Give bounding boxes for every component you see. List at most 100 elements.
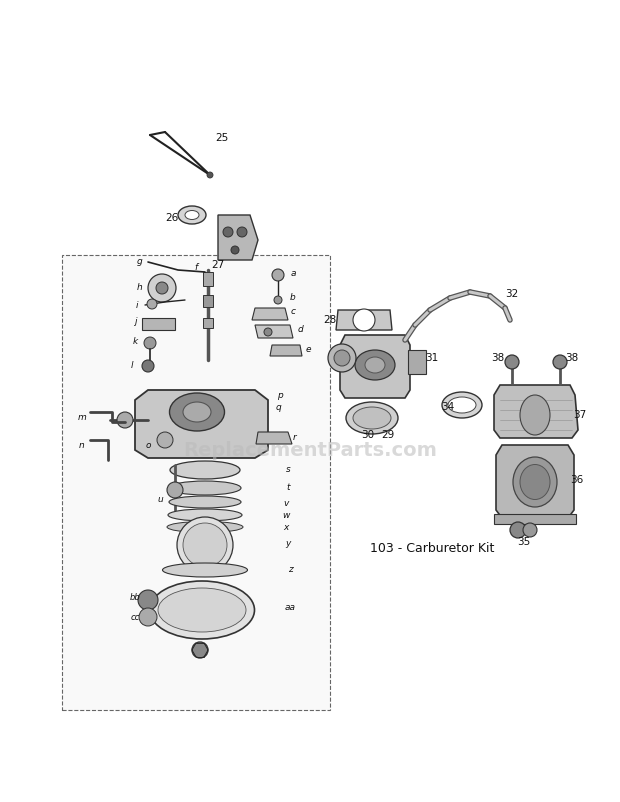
Circle shape [183, 523, 227, 567]
Polygon shape [270, 345, 302, 356]
Text: 103 - Carburetor Kit: 103 - Carburetor Kit [370, 541, 494, 554]
Circle shape [207, 172, 213, 178]
Circle shape [138, 590, 158, 610]
Text: x: x [283, 524, 289, 533]
Circle shape [139, 608, 157, 626]
Text: k: k [133, 338, 138, 346]
Ellipse shape [178, 206, 206, 224]
Polygon shape [496, 445, 574, 518]
Circle shape [231, 246, 239, 254]
Circle shape [353, 309, 375, 331]
Text: u: u [157, 496, 163, 504]
Bar [62, 255, 330, 710]
Circle shape [264, 328, 272, 336]
Circle shape [157, 432, 173, 448]
Polygon shape [256, 432, 292, 444]
Text: c: c [291, 307, 296, 317]
Text: 29: 29 [381, 430, 394, 440]
Ellipse shape [158, 588, 246, 632]
Text: m: m [78, 414, 86, 423]
Text: 35: 35 [517, 537, 531, 547]
Bar [203, 295, 213, 307]
Circle shape [142, 360, 154, 372]
Ellipse shape [169, 481, 241, 495]
Ellipse shape [520, 395, 550, 435]
Circle shape [272, 269, 284, 281]
Ellipse shape [168, 509, 242, 521]
Text: z: z [288, 565, 293, 574]
Text: f: f [195, 264, 198, 273]
Bar [408, 350, 426, 374]
Text: 38: 38 [492, 353, 505, 363]
Text: 30: 30 [361, 430, 374, 440]
Text: r: r [293, 434, 297, 443]
Text: d: d [297, 326, 303, 334]
Text: 27: 27 [211, 260, 224, 270]
Circle shape [223, 227, 233, 237]
Text: 25: 25 [215, 133, 229, 143]
Bar [494, 514, 576, 524]
Text: s: s [286, 465, 290, 475]
Text: t: t [286, 484, 290, 492]
Ellipse shape [442, 392, 482, 418]
Circle shape [328, 344, 356, 372]
Polygon shape [336, 310, 392, 330]
Text: q: q [275, 403, 281, 412]
Ellipse shape [520, 464, 550, 500]
Circle shape [334, 350, 350, 366]
Circle shape [177, 517, 233, 573]
Ellipse shape [162, 563, 247, 577]
Text: w: w [282, 512, 290, 520]
Circle shape [237, 227, 247, 237]
Circle shape [148, 274, 176, 302]
Ellipse shape [170, 461, 240, 479]
Ellipse shape [346, 402, 398, 434]
Text: 36: 36 [570, 475, 583, 485]
Text: b: b [290, 294, 296, 302]
Polygon shape [218, 215, 258, 260]
Polygon shape [494, 385, 578, 438]
Circle shape [117, 412, 133, 428]
Text: 31: 31 [425, 353, 438, 363]
Ellipse shape [185, 210, 199, 220]
Ellipse shape [365, 357, 385, 373]
Text: 28: 28 [324, 315, 337, 325]
Ellipse shape [513, 457, 557, 507]
Ellipse shape [149, 581, 254, 639]
Text: e: e [305, 346, 311, 354]
Circle shape [274, 296, 282, 304]
Ellipse shape [169, 393, 224, 431]
Text: i: i [136, 301, 138, 310]
Polygon shape [340, 335, 410, 398]
Text: a: a [290, 269, 296, 277]
Circle shape [523, 523, 537, 537]
Text: p: p [277, 391, 283, 399]
Text: 38: 38 [565, 353, 578, 363]
Circle shape [553, 355, 567, 369]
Polygon shape [142, 318, 175, 330]
Text: 37: 37 [574, 410, 587, 420]
Text: v: v [283, 499, 289, 508]
Text: j: j [134, 318, 136, 326]
Text: 26: 26 [166, 213, 179, 223]
Text: o: o [145, 440, 151, 449]
Text: 32: 32 [505, 289, 518, 299]
Text: aa: aa [285, 603, 296, 613]
Text: g: g [137, 257, 143, 266]
Bar [203, 318, 213, 328]
Circle shape [505, 355, 519, 369]
Text: y: y [285, 538, 291, 548]
Ellipse shape [183, 402, 211, 422]
Text: n: n [79, 440, 85, 449]
Text: cc: cc [130, 614, 140, 622]
Circle shape [144, 337, 156, 349]
Bar [203, 272, 213, 286]
Polygon shape [252, 308, 288, 320]
Text: h: h [137, 283, 143, 293]
Ellipse shape [448, 397, 476, 413]
Circle shape [510, 522, 526, 538]
Text: 34: 34 [441, 402, 454, 412]
Polygon shape [135, 390, 268, 458]
Polygon shape [255, 325, 293, 338]
Circle shape [192, 642, 208, 658]
